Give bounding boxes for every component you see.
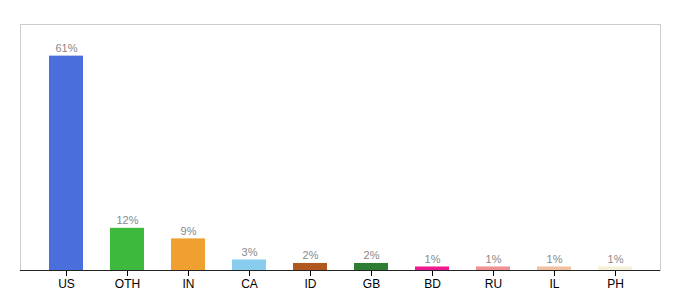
svg-text:1%: 1%	[608, 253, 624, 265]
svg-text:9%: 9%	[181, 225, 197, 237]
svg-text:2%: 2%	[364, 249, 380, 261]
svg-text:GB: GB	[363, 277, 380, 291]
svg-text:RU: RU	[485, 277, 502, 291]
svg-text:US: US	[58, 277, 75, 291]
svg-text:3%: 3%	[242, 246, 258, 258]
svg-text:PH: PH	[607, 277, 624, 291]
svg-text:1%: 1%	[547, 253, 563, 265]
svg-text:1%: 1%	[425, 253, 441, 265]
svg-text:2%: 2%	[303, 249, 319, 261]
svg-text:BD: BD	[424, 277, 441, 291]
svg-text:61%: 61%	[55, 42, 77, 54]
svg-text:IN: IN	[183, 277, 195, 291]
svg-text:12%: 12%	[116, 214, 138, 226]
svg-text:CA: CA	[241, 277, 258, 291]
svg-text:IL: IL	[549, 277, 559, 291]
svg-text:OTH: OTH	[115, 277, 140, 291]
svg-text:1%: 1%	[486, 253, 502, 265]
svg-text:ID: ID	[305, 277, 317, 291]
